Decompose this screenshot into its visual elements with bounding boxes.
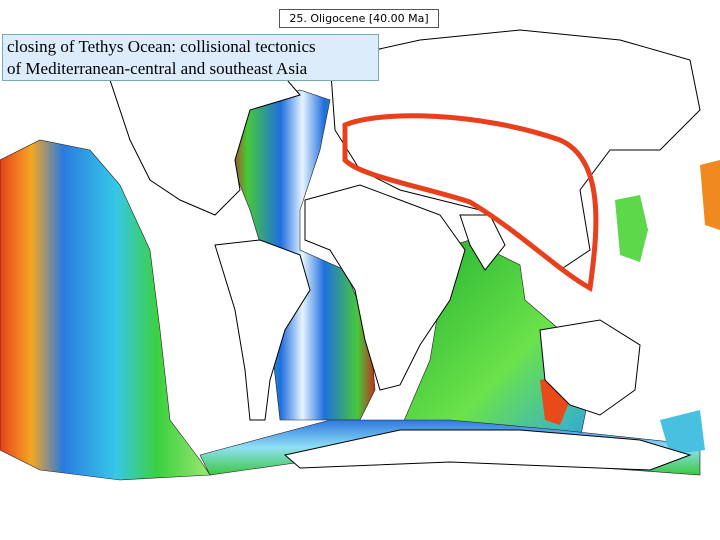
antarctica — [283, 429, 692, 471]
africa — [304, 184, 466, 391]
pacific-crust — [0, 139, 211, 481]
south-america — [214, 239, 311, 421]
crust-patch — [700, 160, 720, 230]
crust-patch — [660, 410, 705, 455]
caption-line: closing of Tethys Ocean: collisional tec… — [7, 37, 316, 56]
continents — [109, 29, 701, 471]
australia — [539, 319, 641, 416]
caption: closing of Tethys Ocean: collisional tec… — [2, 34, 379, 81]
crust-patch — [615, 195, 648, 262]
caption-line: of Mediterranean-central and southeast A… — [7, 59, 308, 78]
eurasia — [329, 29, 701, 271]
india — [459, 214, 506, 271]
highlight-loop — [342, 113, 599, 292]
map-title: 25. Oligocene [40.00 Ma] — [279, 9, 439, 28]
